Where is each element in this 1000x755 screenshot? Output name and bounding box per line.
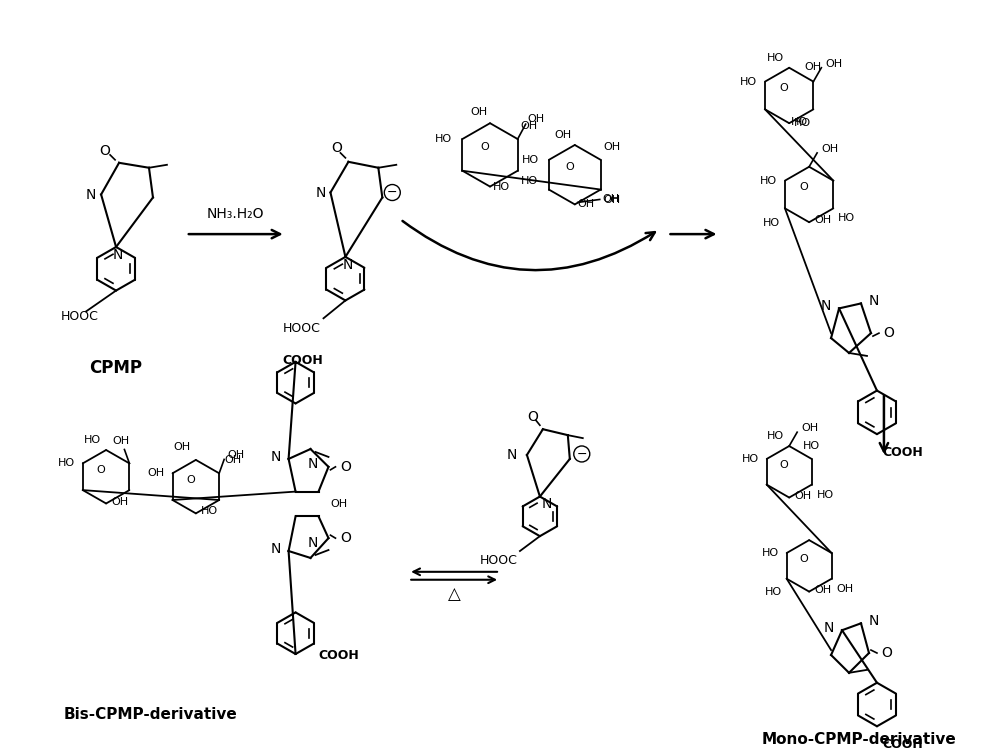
Text: HO: HO [791,117,808,128]
Text: OH: OH [470,107,487,117]
Text: OH: OH [837,584,854,593]
Text: N: N [869,294,879,309]
Text: COOH: COOH [319,649,359,661]
Text: OH: OH [330,499,348,509]
Text: N: N [270,450,281,464]
Text: HO: HO [762,548,779,558]
Text: O: O [780,82,789,93]
Text: HO: HO [58,458,75,468]
Text: HO: HO [767,53,784,63]
Text: CPMP: CPMP [90,359,143,377]
Text: NH₃.H₂O: NH₃.H₂O [207,208,264,221]
Text: OH: OH [227,451,244,461]
Text: OH: OH [794,491,811,501]
Text: COOH: COOH [282,354,323,368]
Text: Mono-CPMP-derivative: Mono-CPMP-derivative [762,732,956,747]
Text: N: N [315,186,326,199]
Text: N: N [113,248,123,262]
Text: O: O [883,326,894,341]
Text: N: N [824,621,834,635]
Text: OH: OH [603,195,620,205]
Text: OH: OH [113,436,130,445]
Text: OH: OH [224,455,241,465]
Text: HO: HO [803,441,820,451]
Text: OH: OH [604,195,621,205]
Text: HOOC: HOOC [283,322,320,335]
Text: N: N [869,615,879,628]
Text: OH: OH [528,114,545,125]
Text: HO: HO [765,587,782,596]
Text: O: O [780,460,789,470]
Text: HO: HO [493,182,510,192]
Text: OH: OH [805,62,822,72]
Text: −: − [387,186,398,199]
Text: O: O [881,646,892,660]
Text: COOH: COOH [882,446,923,459]
Text: N: N [307,457,318,471]
Text: O: O [800,554,809,564]
Text: HO: HO [522,155,539,165]
Text: OH: OH [111,497,128,507]
Text: HOOC: HOOC [480,554,518,567]
Text: HO: HO [84,435,101,445]
Text: HO: HO [201,507,218,516]
Text: N: N [542,498,552,511]
Text: O: O [800,182,809,192]
Text: OH: OH [555,130,572,140]
Text: OH: OH [814,584,831,595]
Text: OH: OH [801,424,818,433]
Text: O: O [527,410,538,424]
Text: N: N [307,536,318,550]
Text: O: O [340,532,351,545]
Text: HO: HO [742,454,759,464]
Text: OH: OH [147,468,165,478]
Text: HO: HO [794,119,811,128]
Text: HO: HO [435,134,452,144]
Text: N: N [270,542,281,556]
Text: N: N [507,448,517,462]
Text: HO: HO [838,214,855,223]
Text: OH: OH [578,199,595,209]
Text: HO: HO [763,218,780,228]
Text: N: N [821,300,831,313]
Text: OH: OH [825,59,842,69]
Text: OH: OH [521,121,538,131]
Text: HO: HO [521,176,538,186]
Text: HOOC: HOOC [61,310,99,323]
Text: OH: OH [174,442,191,452]
Text: OH: OH [814,215,831,225]
Text: N: N [86,187,96,202]
Text: −: − [577,448,587,461]
Text: O: O [481,142,489,152]
Text: O: O [340,460,351,474]
Text: O: O [97,465,105,475]
Text: △: △ [448,584,461,602]
Text: N: N [342,257,353,272]
Text: O: O [565,162,574,172]
Text: O: O [331,141,342,155]
Text: HO: HO [817,489,834,500]
Text: Bis-CPMP-derivative: Bis-CPMP-derivative [64,707,238,722]
Text: O: O [186,475,195,485]
Text: COOH: COOH [882,738,923,751]
Text: HO: HO [760,176,777,186]
Text: OH: OH [821,144,838,154]
Text: HO: HO [740,76,757,87]
Text: O: O [100,144,111,158]
Text: HO: HO [767,431,784,441]
Text: OH: OH [604,142,621,152]
